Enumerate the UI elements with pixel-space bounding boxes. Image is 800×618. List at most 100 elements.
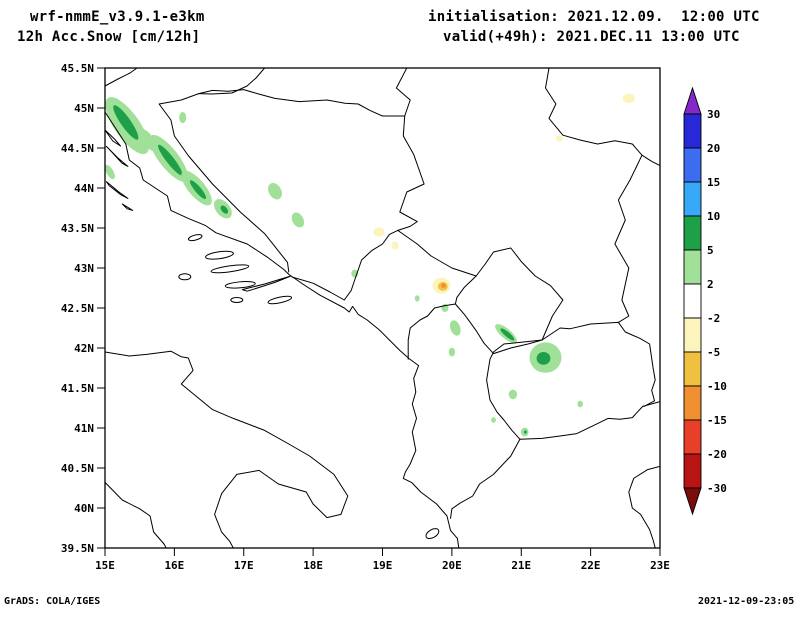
border-al-mk: [486, 358, 521, 440]
y-tick-label: 39.5N: [61, 542, 94, 555]
border-kosovo-east: [454, 247, 564, 341]
island-pag: [105, 145, 129, 167]
colorbar-segment: [683, 385, 702, 421]
init-time-label: initialisation: 2021.12.09. 12:00 UTC: [428, 9, 760, 25]
x-tick-label: 18E: [303, 559, 323, 572]
peninsula-peljesac: [241, 275, 292, 292]
border-al-gr: [450, 438, 521, 519]
creation-timestamp: 2021-12-09-23:05: [698, 596, 794, 607]
snow-cell: [555, 135, 563, 142]
x-tick-label: 15E: [95, 559, 115, 572]
island-mljet: [267, 295, 293, 305]
colorbar-label: 5: [707, 244, 714, 257]
x-tick-label: 17E: [234, 559, 254, 572]
y-tick-label: 42.5N: [61, 302, 94, 315]
border-mne-srb: [397, 229, 477, 277]
snow-cell: [508, 389, 518, 400]
border-bih-srb-drina: [397, 115, 425, 231]
island-solta: [187, 234, 203, 242]
snow-cell: [373, 227, 385, 237]
y-axis-latitude: 45.5N 45N 44.5N 44N 43.5N 43N 42.5N 42N 41.5N 41N…: [61, 62, 105, 555]
island-lastovo: [230, 297, 244, 303]
colorbar-label: -5: [707, 346, 720, 359]
colorbar-segment: [683, 317, 702, 353]
border-mk-gr: [519, 401, 660, 440]
snow-cell: [441, 283, 446, 288]
snow-cell: [414, 295, 420, 302]
snow-cell: [577, 400, 583, 408]
colorbar-segment: [683, 147, 702, 183]
colorbar-segment: [683, 113, 702, 149]
snow-cell: [500, 328, 515, 341]
plot-frame: [104, 67, 661, 549]
colorbar-label: -30: [707, 482, 727, 495]
snow-shaded-field: [105, 93, 635, 437]
colorbar-label: -2: [707, 312, 720, 325]
snow-cell: [391, 241, 399, 250]
border-hr-srb: [395, 68, 411, 117]
border-hr-si: [105, 68, 138, 87]
snow-cell: [268, 182, 282, 200]
snow-cell: [220, 205, 229, 214]
colorbar-segment: [683, 351, 702, 387]
map-borders-coastlines: [105, 68, 660, 548]
x-tick-label: 22E: [581, 559, 601, 572]
coastline-east-adriatic: [105, 111, 460, 548]
y-tick-label: 41.5N: [61, 382, 94, 395]
x-tick-label: 21E: [511, 559, 531, 572]
colorbar-segment: [683, 215, 702, 251]
snow-cell: [536, 352, 551, 365]
x-tick-label: 23E: [650, 559, 670, 572]
snow-cell: [189, 180, 207, 200]
x-tick-label: 19E: [373, 559, 393, 572]
snow-cell: [622, 93, 635, 104]
valid-time-label: valid(+49h): 2021.DEC.11 13:00 UTC: [443, 29, 740, 45]
colorbar-arrow-bottom: [683, 487, 702, 516]
y-tick-label: 40.5N: [61, 462, 94, 475]
colorbar-label: 15: [707, 176, 720, 189]
snow-cell: [179, 112, 187, 124]
colorbar-segment: [683, 419, 702, 455]
coastline-italy-adriatic: [105, 350, 349, 548]
island-vis: [178, 273, 192, 281]
coastline-aegean-greece: [628, 465, 660, 548]
colorbar-label: 10: [707, 210, 720, 223]
y-tick-label: 44.5N: [61, 142, 94, 155]
coastline-italy-tyrrhenian: [105, 481, 167, 548]
grads-credit-label: GrADS: COLA/IGES: [4, 596, 100, 607]
y-tick-label: 40N: [74, 502, 94, 515]
island-corfu: [425, 528, 440, 540]
product-title: 12h Acc.Snow [cm/12h]: [17, 29, 200, 45]
border-kosovo-south: [454, 303, 543, 355]
snow-cell: [105, 164, 115, 180]
x-tick-label: 20E: [442, 559, 462, 572]
snow-cell: [113, 105, 139, 140]
y-tick-label: 45N: [74, 102, 94, 115]
x-axis-longitude: 15E 16E 17E 18E 19E 20E 21E 22E 23E: [95, 548, 670, 572]
island-korcula: [224, 281, 256, 289]
island-rab: [105, 129, 121, 147]
snow-cell: [158, 144, 183, 176]
border-hr-bih-south: [291, 276, 345, 301]
y-tick-label: 41N: [74, 422, 94, 435]
colorbar-segment: [683, 181, 702, 217]
colorbar-segment: [683, 283, 702, 319]
border-hr-hu: [198, 68, 266, 95]
colorbar-segment: [683, 453, 702, 489]
y-tick-label: 43.5N: [61, 222, 94, 235]
colorbar-label: -10: [707, 380, 727, 393]
snow-cell: [524, 430, 527, 434]
border-mne-al: [407, 303, 456, 360]
border-srb-ro-danube: [545, 68, 660, 167]
y-tick-label: 42N: [74, 342, 94, 355]
colorbar-label: -20: [707, 448, 727, 461]
x-tick-label: 16E: [164, 559, 184, 572]
island-brac: [205, 250, 234, 260]
colorbar-label: 2: [707, 278, 714, 291]
snow-cell: [448, 347, 455, 357]
island-hvar: [210, 264, 250, 274]
snow-cell: [449, 320, 461, 336]
border-srb-bg: [614, 154, 643, 323]
